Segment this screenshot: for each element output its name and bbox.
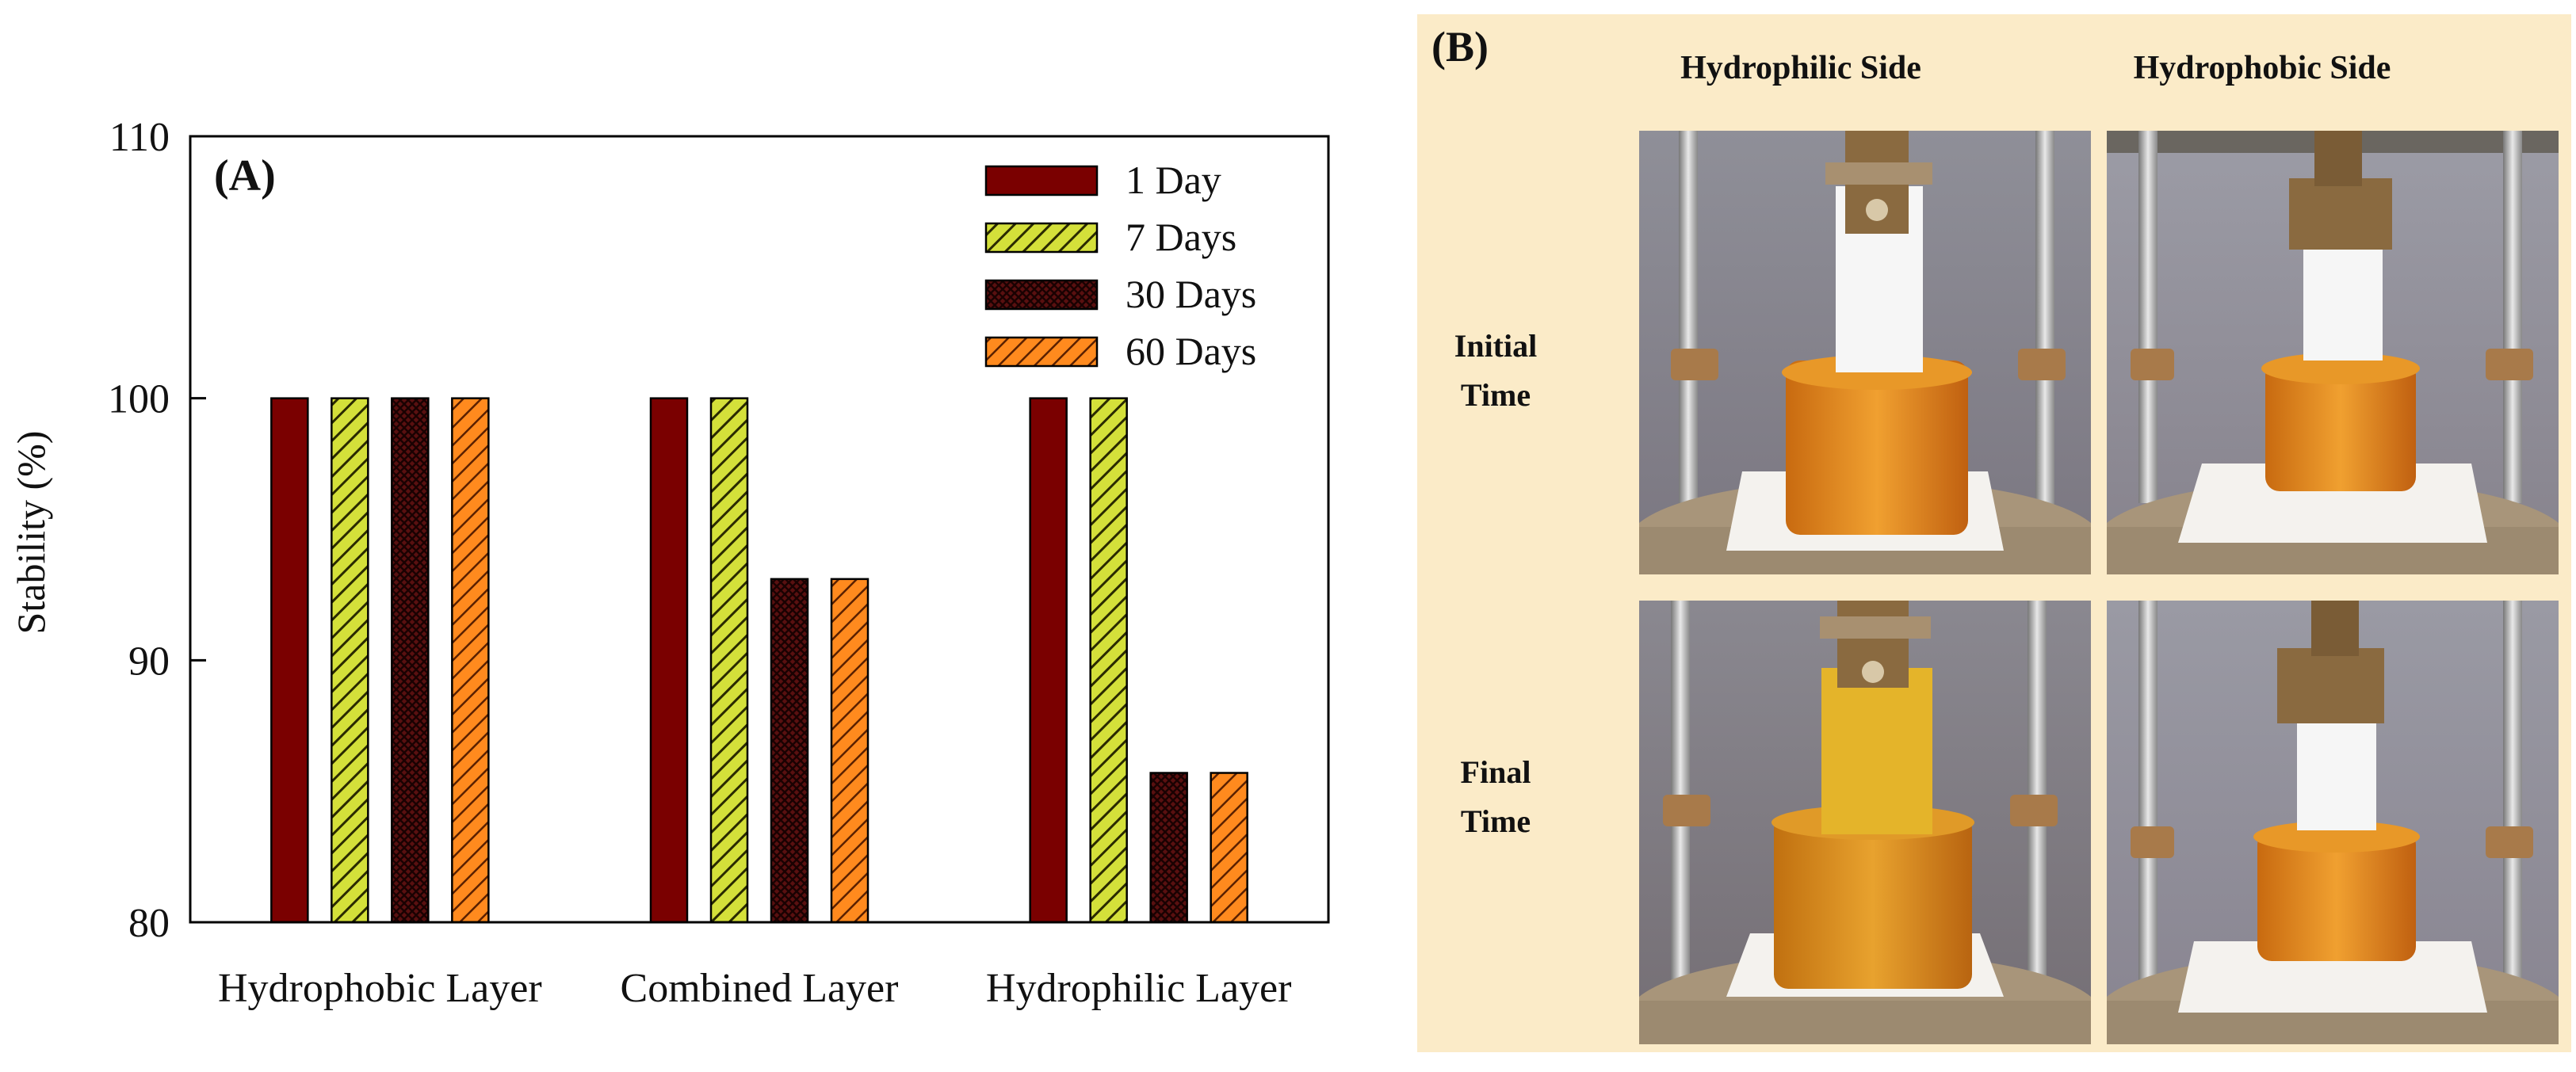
bar-0-2 xyxy=(391,397,430,924)
x-tick-label: Combined Layer xyxy=(621,966,899,1011)
photo-hydrophilic-initial xyxy=(1639,131,2091,574)
y-tick-label: 110 xyxy=(109,115,170,160)
column-header-hydrophobic: Hydrophobic Side xyxy=(2133,50,2391,86)
y-tick-label: 100 xyxy=(108,377,170,422)
photo-hydrophobic-final xyxy=(2107,601,2559,1044)
legend-swatch xyxy=(984,279,1099,311)
bar-1-1 xyxy=(709,397,749,924)
row-header-initial: Initial Time xyxy=(1454,328,1538,413)
photo-hydrophilic-final xyxy=(1639,601,2091,1044)
bars-layer xyxy=(270,397,1248,924)
y-tick-label: 90 xyxy=(128,639,170,684)
bar-2-3 xyxy=(1210,772,1248,924)
legend-label: 30 Days xyxy=(1126,272,1256,316)
panel-b-label: (B) xyxy=(1431,23,1489,71)
legend-swatch xyxy=(984,336,1099,368)
y-tick-label: 80 xyxy=(128,901,170,946)
plot-frame xyxy=(189,135,1330,924)
legend-swatch xyxy=(984,165,1099,196)
axes-layer: Hydrophobic Layer Combined Layer Hydrophil… xyxy=(108,115,1330,1011)
bar-2-2 xyxy=(1149,772,1188,924)
legend-label: 7 Days xyxy=(1126,215,1236,259)
bar-2-0 xyxy=(1029,397,1068,924)
legend-label: 60 Days xyxy=(1126,329,1256,373)
bar-1-0 xyxy=(649,397,689,924)
legend-label: 1 Day xyxy=(1126,158,1221,202)
x-tick-label: Hydrophobic Layer xyxy=(218,966,542,1011)
photo-panel-b: (B) Hydrophilic Side Hydrophobic Side In… xyxy=(1417,14,2571,1052)
bar-2-1 xyxy=(1089,397,1128,924)
row-header-final: Final Time xyxy=(1460,754,1531,839)
bar-1-2 xyxy=(770,578,809,924)
legend: 1 Day 7 Days 30 Days 60 Days xyxy=(984,158,1256,373)
x-tick-label: Hydrophilic Layer xyxy=(986,966,1292,1011)
bar-0-3 xyxy=(451,397,490,924)
legend-swatch xyxy=(984,222,1099,254)
stability-bar-chart: Hydrophobic Layer Combined Layer Hydrophil… xyxy=(9,115,1330,1011)
panel-a-label: (A) xyxy=(214,151,276,200)
photo-hydrophobic-initial xyxy=(2107,131,2559,574)
bar-0-1 xyxy=(331,397,369,924)
bar-1-3 xyxy=(830,578,869,924)
bar-0-0 xyxy=(270,397,309,924)
column-header-hydrophilic: Hydrophilic Side xyxy=(1680,50,1921,86)
y-axis-label: Stability (%) xyxy=(9,431,53,635)
